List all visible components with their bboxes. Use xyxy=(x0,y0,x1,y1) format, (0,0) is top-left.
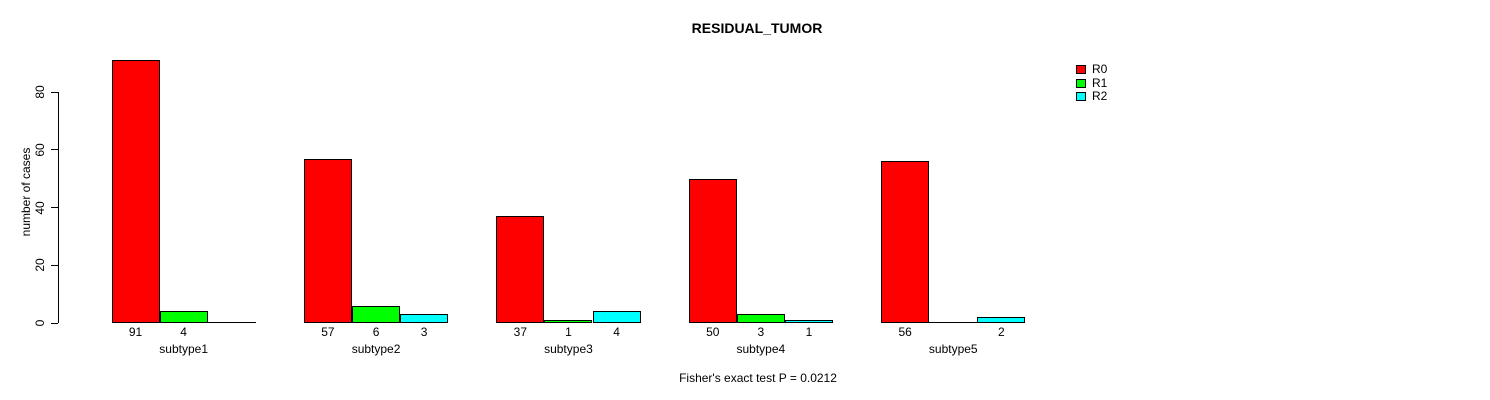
bar-r1-subtype4 xyxy=(736,314,785,323)
y-tick-label-60: 60 xyxy=(33,143,47,157)
value-label-r0-subtype5: 56 xyxy=(898,325,912,339)
legend-swatch-r2 xyxy=(1076,91,1086,101)
legend-swatch-r1 xyxy=(1076,78,1086,88)
bar-r0-subtype4 xyxy=(688,179,737,323)
footnote-fishers-exact-test: Fisher's exact test P = 0.0212 xyxy=(679,371,837,385)
value-label-r0-subtype2: 57 xyxy=(321,325,335,339)
value-label-r1-subtype1: 4 xyxy=(180,325,187,339)
x-label-subtype1: subtype1 xyxy=(159,342,208,356)
value-label-r0-subtype4: 50 xyxy=(706,325,720,339)
bar-zero-r1-subtype5 xyxy=(929,322,978,323)
legend: R0 R1 R2 xyxy=(1076,63,1107,103)
legend-label-r1: R1 xyxy=(1092,75,1108,90)
value-label-r1-subtype2: 6 xyxy=(372,325,380,339)
bar-r1-subtype3 xyxy=(544,320,593,323)
value-label-r2-subtype2: 3 xyxy=(420,325,428,339)
value-label-r1-subtype3: 1 xyxy=(565,325,572,339)
y-tick-0 xyxy=(51,322,58,324)
bar-r0-subtype2 xyxy=(303,159,352,323)
value-label-r2-subtype4: 1 xyxy=(805,325,813,339)
bar-r2-subtype2 xyxy=(400,314,449,323)
x-label-subtype3: subtype3 xyxy=(544,342,593,356)
value-label-r2-subtype5: 2 xyxy=(998,325,1005,339)
bar-r2-subtype5 xyxy=(977,317,1026,323)
value-label-r0-subtype1: 91 xyxy=(128,325,143,339)
bar-r1-subtype2 xyxy=(352,306,401,323)
y-axis-line xyxy=(58,92,59,323)
x-label-subtype5: subtype5 xyxy=(928,342,978,356)
bar-zero-r2-subtype1 xyxy=(207,322,256,323)
chart-title: RESIDUAL_TUMOR xyxy=(691,20,823,36)
y-tick-label-0: 0 xyxy=(33,319,47,327)
value-label-r2-subtype3: 4 xyxy=(613,325,620,339)
x-label-subtype4: subtype4 xyxy=(736,342,786,356)
legend-item-r0: R0 xyxy=(1076,63,1107,76)
y-tick-label-40: 40 xyxy=(33,200,47,215)
bar-r2-subtype4 xyxy=(784,320,833,323)
legend-label-r2: R2 xyxy=(1092,88,1108,103)
y-tick-60 xyxy=(51,149,58,151)
legend-swatch-r0 xyxy=(1076,65,1086,75)
bar-r1-subtype1 xyxy=(159,311,208,323)
legend-item-r2: R2 xyxy=(1076,88,1108,103)
bar-r2-subtype3 xyxy=(592,311,641,323)
y-tick-80 xyxy=(51,91,58,93)
value-label-r1-subtype4: 3 xyxy=(757,325,765,339)
y-tick-label-80: 80 xyxy=(33,85,47,99)
y-tick-40 xyxy=(51,207,58,209)
y-tick-label-20: 20 xyxy=(33,258,47,272)
y-tick-20 xyxy=(51,264,58,266)
x-label-subtype2: subtype2 xyxy=(351,342,401,356)
bar-r0-subtype3 xyxy=(496,216,545,323)
legend-label-r0: R0 xyxy=(1092,62,1108,77)
value-label-r0-subtype3: 37 xyxy=(513,325,528,339)
legend-item-r1: R1 xyxy=(1076,76,1107,89)
y-axis-label: number of cases xyxy=(19,147,33,237)
bar-r0-subtype1 xyxy=(111,60,160,323)
bar-r0-subtype5 xyxy=(881,161,930,323)
